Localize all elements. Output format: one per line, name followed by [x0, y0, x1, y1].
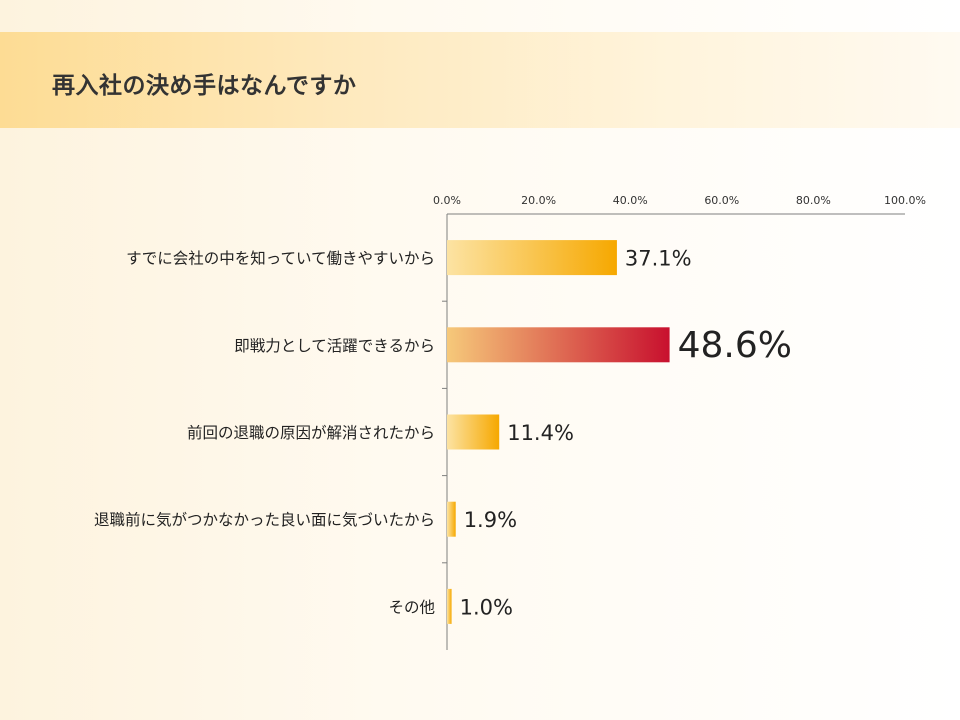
data-label: 48.6% — [678, 325, 792, 366]
bar — [447, 414, 500, 450]
x-tick-label: 60.0% — [704, 194, 739, 207]
category-label: すでに会社の中を知っていて働きやすいから — [126, 250, 435, 268]
category-label: 前回の退職の原因が解消されたから — [187, 424, 435, 442]
slide-title: 再入社の決め手はなんですか — [52, 73, 357, 99]
bar — [447, 240, 617, 276]
x-tick-label: 0.0% — [433, 194, 461, 207]
category-label: 退職前に気がつかなかった良い面に気づいたから — [94, 511, 435, 529]
data-label: 37.1% — [625, 247, 692, 271]
data-label: 1.0% — [460, 595, 513, 619]
title-band — [0, 32, 960, 128]
bar — [447, 327, 670, 363]
x-tick-label: 20.0% — [521, 194, 556, 207]
data-label: 1.9% — [464, 508, 517, 532]
category-label: その他 — [388, 598, 435, 616]
x-tick-label: 80.0% — [796, 194, 831, 207]
x-tick-label: 40.0% — [613, 194, 648, 207]
category-label: 即戦力として活躍できるから — [234, 337, 435, 355]
data-label: 11.4% — [507, 421, 574, 445]
bar — [447, 588, 452, 624]
x-tick-label: 100.0% — [884, 194, 926, 207]
bar — [447, 501, 456, 537]
